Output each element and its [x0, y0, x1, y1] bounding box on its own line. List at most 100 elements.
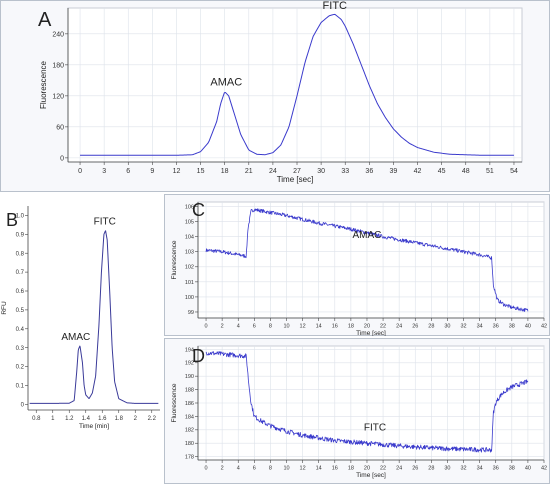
- y-tick-label: 99: [188, 310, 194, 316]
- x-tick-label: 0: [205, 466, 208, 472]
- y-tick-label: 240: [52, 31, 64, 38]
- y-tick-label: 178: [185, 455, 194, 461]
- y-tick-label: 120: [52, 93, 64, 100]
- x-tick-label: 12: [300, 466, 306, 472]
- plot-area: [28, 206, 160, 410]
- x-tick-label: 1.8: [115, 416, 124, 422]
- x-tick-label: 0: [205, 324, 208, 330]
- y-tick-label: 190: [185, 374, 194, 380]
- y-tick-label: 184: [185, 414, 194, 420]
- y-tick-label: 180: [185, 441, 194, 447]
- x-tick-label: 12: [173, 168, 181, 175]
- x-tick-label: 34: [477, 466, 483, 472]
- x-tick-label: 6: [126, 168, 130, 175]
- x-tick-label: 36: [365, 168, 373, 175]
- x-tick-label: 28: [428, 324, 434, 330]
- x-tick-label: 36: [493, 324, 499, 330]
- x-tick-label: 27: [293, 168, 301, 175]
- x-tick-label: 39: [390, 168, 398, 175]
- y-tick-label: 103: [185, 250, 194, 256]
- x-tick-label: 1: [51, 416, 55, 422]
- y-tick-label: 101: [185, 280, 194, 286]
- annotation-amac: AMAC: [353, 230, 382, 241]
- x-tick-label: 14: [316, 466, 322, 472]
- annotation-fitc: FITC: [323, 0, 347, 12]
- y-tick-label: 0.4: [16, 327, 25, 333]
- x-tick-label: 38: [509, 466, 515, 472]
- panel-letter: A: [38, 9, 52, 31]
- y-tick-label: 0.1: [16, 384, 25, 390]
- y-tick-label: 100: [185, 295, 194, 301]
- x-tick-label: 6: [253, 466, 256, 472]
- panel-letter: D: [192, 346, 205, 366]
- x-tick-label: 26: [412, 466, 418, 472]
- x-tick-label: 2: [221, 324, 224, 330]
- x-tick-label: 28: [428, 466, 434, 472]
- series-line-0: [205, 351, 529, 453]
- x-tick-label: 8: [269, 324, 272, 330]
- x-tick-label: 6: [253, 324, 256, 330]
- y-axis-label: Fluorescence: [171, 240, 178, 279]
- y-tick-label: 0.6: [16, 289, 25, 295]
- panel-letter: C: [192, 200, 205, 220]
- x-tick-label: 2.2: [148, 416, 157, 422]
- chart-svg-d: 0 2 4 6 8 10 12 14 16 18 20 22 24 26 28 30 32 34 36 38 40 421…: [164, 338, 550, 484]
- y-tick-label: 0.3: [16, 346, 25, 352]
- y-tick-label: 0.9: [16, 232, 25, 238]
- annotation-fitc: FITC: [94, 217, 116, 228]
- annotation-amac: AMAC: [61, 332, 90, 343]
- x-tick-label: 38: [509, 324, 515, 330]
- x-tick-label: 0: [78, 168, 82, 175]
- x-tick-label: 20: [364, 324, 370, 330]
- x-tick-label: 10: [283, 466, 289, 472]
- x-tick-label: 4: [237, 466, 240, 472]
- x-tick-label: 1.4: [82, 416, 91, 422]
- y-axis-label: Fluorescence: [39, 60, 48, 109]
- x-tick-label: 45: [438, 168, 446, 175]
- y-tick-label: 106: [185, 204, 194, 210]
- x-axis-label: Time [min]: [79, 423, 109, 430]
- x-tick-label: 12: [300, 324, 306, 330]
- y-tick-label: 186: [185, 401, 194, 407]
- x-tick-label: 42: [414, 168, 422, 175]
- y-tick-label: 0.8: [16, 251, 25, 257]
- x-tick-label: 2: [221, 466, 224, 472]
- y-tick-label: 0: [21, 402, 25, 408]
- plot-area: [67, 7, 523, 163]
- x-tick-label: 24: [396, 466, 402, 472]
- x-tick-label: 32: [460, 466, 466, 472]
- x-tick-label: 22: [380, 466, 386, 472]
- y-tick-label: 182: [185, 428, 194, 434]
- x-tick-label: 0.8: [32, 416, 41, 422]
- y-tick-label: 0: [60, 155, 64, 162]
- x-tick-label: 2: [134, 416, 138, 422]
- series-line-0: [80, 13, 514, 156]
- x-tick-label: 30: [444, 324, 450, 330]
- x-tick-label: 30: [317, 168, 325, 175]
- series-line-0: [29, 230, 159, 404]
- y-axis-label: Fluorescence: [171, 383, 178, 422]
- y-tick-label: 60: [56, 124, 64, 131]
- x-tick-label: 3: [102, 168, 106, 175]
- x-tick-label: 32: [460, 324, 466, 330]
- y-tick-label: 188: [185, 388, 194, 394]
- y-tick-label: 104: [185, 235, 194, 241]
- chart-svg-c: 0 2 4 6 8 10 12 14 16 18 20 22 24 26 28 30 32 34 36 38 40 429…: [164, 194, 550, 336]
- y-tick-label: 180: [52, 62, 64, 69]
- y-tick-label: 1.0: [16, 214, 25, 220]
- x-tick-label: 30: [444, 466, 450, 472]
- x-tick-label: 9: [150, 168, 154, 175]
- x-tick-label: 24: [396, 324, 402, 330]
- x-tick-label: 33: [341, 168, 349, 175]
- annotation-amac: AMAC: [210, 77, 242, 89]
- y-tick-label: 0.2: [16, 365, 25, 371]
- y-tick-label: 0.7: [16, 270, 25, 276]
- panel-b-chart: 0.8 1 1.2 1.4 1.6 1.8 2 2.2 0 0.1 0.2 0.3 0.4 0.5 0.6 0…: [0, 196, 166, 484]
- y-tick-label: 105: [185, 220, 194, 226]
- x-tick-label: 4: [237, 324, 240, 330]
- x-tick-label: 10: [283, 324, 289, 330]
- annotation-fitc: FITC: [364, 423, 386, 434]
- x-tick-label: 51: [486, 168, 494, 175]
- x-axis-label: Time [sec]: [356, 330, 386, 336]
- panel-letter: B: [6, 210, 18, 230]
